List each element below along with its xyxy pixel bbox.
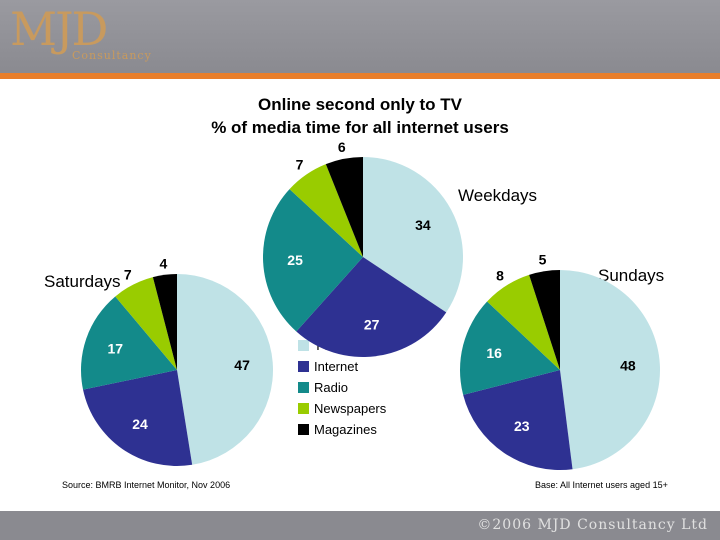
- slice-radio: [460, 301, 560, 395]
- data-label-internet: 27: [364, 316, 380, 332]
- data-label-tv: 48: [620, 358, 636, 374]
- pie-sundays: 48 23 16 8 5: [460, 251, 660, 470]
- pie-title-sundays: Sundays: [598, 266, 665, 285]
- copyright-text: ©2006 MJD Consultancy Ltd: [477, 517, 708, 533]
- data-label-magazines: 4: [159, 255, 167, 271]
- footer-bar: ©2006 MJD Consultancy Ltd: [0, 511, 720, 540]
- pie-saturdays: 47 24 17 7 4: [81, 255, 273, 466]
- slice-newspapers: [289, 164, 363, 257]
- slice-magazines: [529, 270, 560, 370]
- legend-label-radio: Radio: [314, 380, 348, 395]
- slice-magazines: [152, 274, 177, 370]
- legend-label-internet: Internet: [314, 359, 358, 374]
- legend-label-newspapers: Newspapers: [314, 401, 387, 416]
- data-label-magazines: 6: [338, 139, 346, 155]
- data-label-tv: 34: [415, 217, 431, 233]
- base-note: Base: All Internet users aged 15+: [535, 480, 668, 490]
- pie-title-weekdays: Weekdays: [458, 186, 538, 205]
- slice-radio: [81, 296, 177, 390]
- slice-internet: [83, 370, 193, 466]
- data-label-newspapers: 8: [496, 267, 504, 283]
- data-label-internet: 24: [132, 416, 148, 432]
- slice-internet: [296, 257, 447, 357]
- header-bar: MJD Consultancy: [0, 0, 720, 73]
- logo-sub-text: Consultancy: [72, 49, 152, 62]
- slice-newspapers: [487, 274, 560, 370]
- data-label-newspapers: 7: [296, 157, 304, 173]
- source-note: Source: BMRB Internet Monitor, Nov 2006: [62, 480, 231, 490]
- slice-magazines: [325, 157, 363, 257]
- slice-radio: [262, 189, 363, 332]
- pie-weekdays: 34 27 25 7 6: [262, 139, 463, 357]
- slice-tv: [177, 274, 273, 465]
- data-label-internet: 23: [514, 418, 530, 434]
- legend-swatch-magazines: [298, 424, 309, 435]
- legend-swatch-tv: [298, 340, 309, 351]
- slice-tv: [363, 157, 463, 313]
- data-label-newspapers: 7: [124, 266, 132, 282]
- logo-mjd-text: MJD: [10, 2, 108, 56]
- data-label-tv: 47: [234, 357, 250, 373]
- pie-title-saturdays: Saturdays: [44, 272, 121, 291]
- slice-tv: [560, 270, 660, 470]
- company-logo: MJD Consultancy: [10, 2, 151, 62]
- legend-swatch-internet: [298, 361, 309, 372]
- data-label-radio: 25: [287, 252, 303, 268]
- chart-subtitle: % of media time for all internet users: [211, 118, 509, 137]
- slice-newspapers: [115, 277, 177, 370]
- slice-internet: [463, 370, 573, 470]
- data-label-magazines: 5: [539, 251, 547, 267]
- data-label-radio: 16: [486, 345, 502, 361]
- chart-title: Online second only to TV: [257, 95, 463, 114]
- data-label-radio: 17: [108, 341, 124, 357]
- accent-divider: [0, 73, 720, 79]
- legend-swatch-radio: [298, 382, 309, 393]
- legend-swatch-newspapers: [298, 403, 309, 414]
- legend-label-magazines: Magazines: [314, 422, 377, 437]
